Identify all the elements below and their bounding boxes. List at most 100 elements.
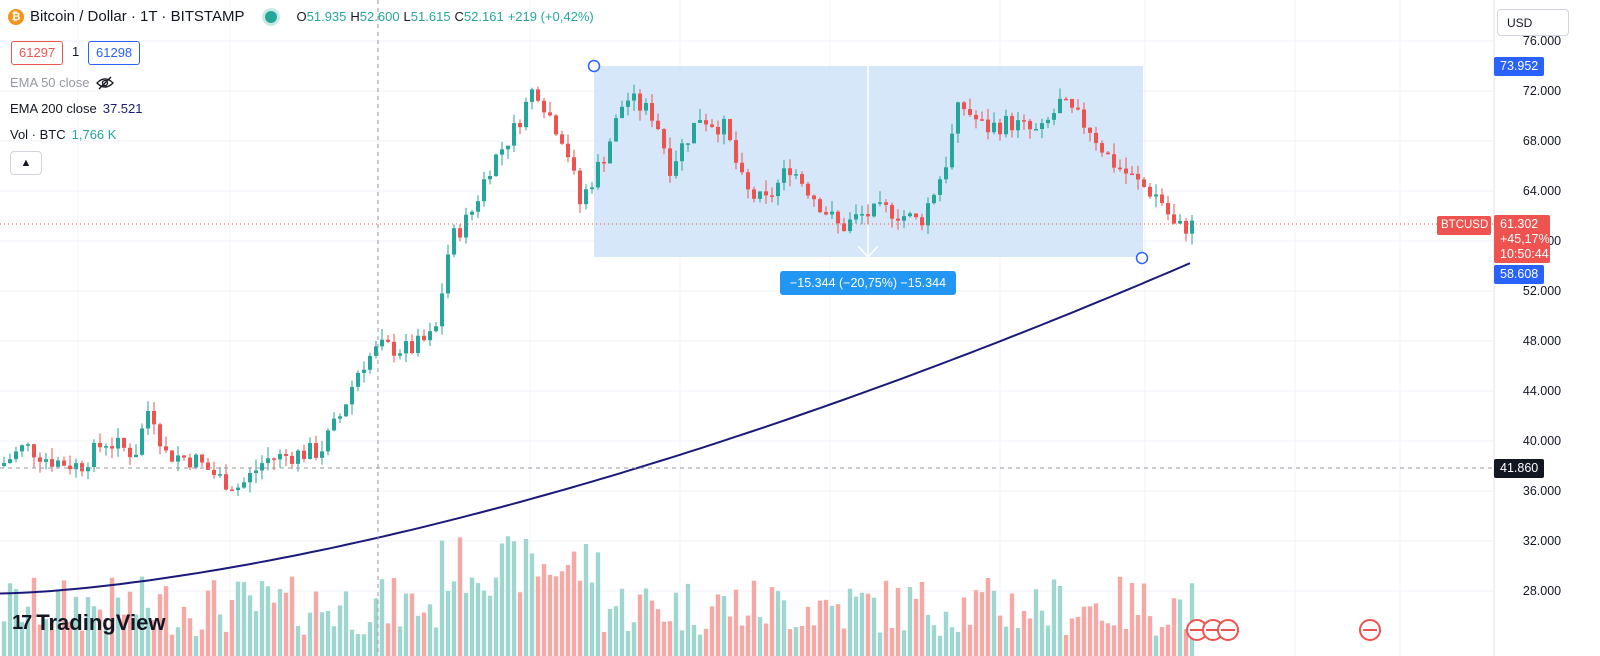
candle-body	[134, 454, 138, 458]
range-handle-top[interactable]	[587, 59, 601, 73]
currency-select[interactable]: USD	[1497, 9, 1569, 36]
volume-bar	[289, 576, 295, 656]
volume-bar	[409, 593, 415, 656]
volume-bar	[1141, 583, 1147, 656]
ema-200-line	[0, 262, 1191, 595]
volume-bar	[1123, 628, 1129, 656]
candle-body	[590, 187, 594, 190]
candle-body	[848, 219, 852, 232]
candle-body	[488, 175, 492, 180]
candle-body	[614, 118, 618, 142]
candle-body	[284, 454, 288, 456]
candle-body	[92, 442, 96, 468]
range-handle-bottom[interactable]	[1135, 251, 1149, 265]
volume-bar	[739, 625, 745, 656]
candle-body	[368, 355, 372, 370]
candle-body	[1106, 152, 1110, 155]
indicator-volume[interactable]: Vol · BTC 1,766 K	[10, 127, 116, 142]
volume-bar	[961, 597, 967, 656]
candle-body	[248, 473, 252, 483]
candle-body	[236, 487, 240, 491]
volume-bar	[925, 614, 931, 656]
volume-bar	[643, 588, 649, 656]
candle-body	[38, 457, 42, 462]
volume-bar	[757, 617, 763, 656]
price-axis-tick: 68.000	[1523, 134, 1561, 148]
candle-body	[782, 168, 786, 183]
volume-bar	[247, 595, 253, 656]
volume-bar	[661, 621, 667, 656]
candle-body	[962, 102, 966, 110]
volume-bar	[349, 629, 355, 656]
candle-body	[50, 459, 54, 467]
candle-body	[14, 451, 18, 460]
volume-bar	[733, 589, 739, 656]
candle-body	[812, 195, 816, 200]
candle-body	[842, 223, 846, 232]
candle-body	[308, 443, 312, 459]
collapse-legend-button[interactable]: ▲	[10, 151, 42, 175]
ema-price-label: 58.608	[1494, 265, 1545, 284]
candle-body	[650, 103, 654, 121]
volume-bar	[403, 593, 409, 656]
candle-body	[1184, 220, 1188, 234]
volume-bar	[799, 626, 805, 656]
candle-body	[752, 189, 756, 199]
candle-body	[980, 119, 984, 121]
indicator-ema200[interactable]: EMA 200 close 37.521	[10, 101, 142, 116]
volume-bar	[241, 582, 247, 656]
volume-bar	[1033, 589, 1039, 656]
volume-bar	[319, 612, 325, 656]
candle-body	[788, 168, 792, 176]
volume-bar	[469, 577, 475, 656]
volume-bar	[193, 635, 199, 656]
chevron-up-icon: ▲	[20, 157, 32, 169]
candle-body	[1148, 186, 1152, 197]
volume-bar	[1081, 606, 1087, 656]
volume-bar	[1, 621, 7, 656]
tradingview-logo[interactable]: 17 TradingView	[12, 610, 166, 635]
candle-body	[824, 212, 828, 215]
candle-body	[1100, 143, 1104, 153]
measure-arrow-head	[857, 245, 879, 259]
sell-button[interactable]: 61297	[11, 41, 64, 65]
candle-body	[1040, 123, 1044, 129]
candle-body	[152, 411, 156, 425]
indicator-name: EMA 200 close	[10, 101, 97, 116]
indicator-name: EMA 50 close	[10, 75, 90, 90]
volume-bar	[589, 582, 595, 656]
volume-bar	[625, 630, 631, 656]
volume-bar	[415, 615, 421, 656]
indicator-ema50[interactable]: EMA 50 close	[10, 75, 114, 90]
symbol-title[interactable]: Bitcoin / Dollar · 1T · BITSTAMP	[30, 8, 245, 25]
volume-bar	[679, 630, 685, 656]
volume-bar	[571, 551, 577, 656]
candle-body	[320, 451, 324, 458]
candle-body	[458, 228, 462, 238]
candle-body	[164, 446, 168, 451]
price-axis-tick: 64.000	[1523, 184, 1561, 198]
volume-bar	[427, 604, 433, 656]
candle-body	[932, 194, 936, 204]
candle-body	[62, 460, 66, 466]
volume-bar	[1147, 616, 1153, 656]
volume-bar	[877, 632, 883, 656]
candle-body	[230, 489, 234, 492]
buy-button[interactable]: 61298	[88, 41, 141, 65]
candle-body	[56, 460, 60, 467]
candle-body	[626, 100, 630, 107]
volume-bar	[583, 544, 589, 656]
price-axis-tick: 32.000	[1523, 534, 1561, 548]
eye-crossed-icon[interactable]	[95, 76, 114, 90]
candle-body	[158, 424, 162, 447]
candle-body	[608, 141, 612, 164]
volume-bar	[781, 600, 787, 656]
volume-bar	[139, 576, 145, 656]
volume-bar	[295, 625, 301, 656]
candle-body	[896, 218, 900, 221]
volume-bar	[1009, 593, 1015, 656]
volume-bar	[163, 586, 169, 656]
candle-body	[326, 430, 330, 452]
candle-body	[566, 143, 570, 158]
